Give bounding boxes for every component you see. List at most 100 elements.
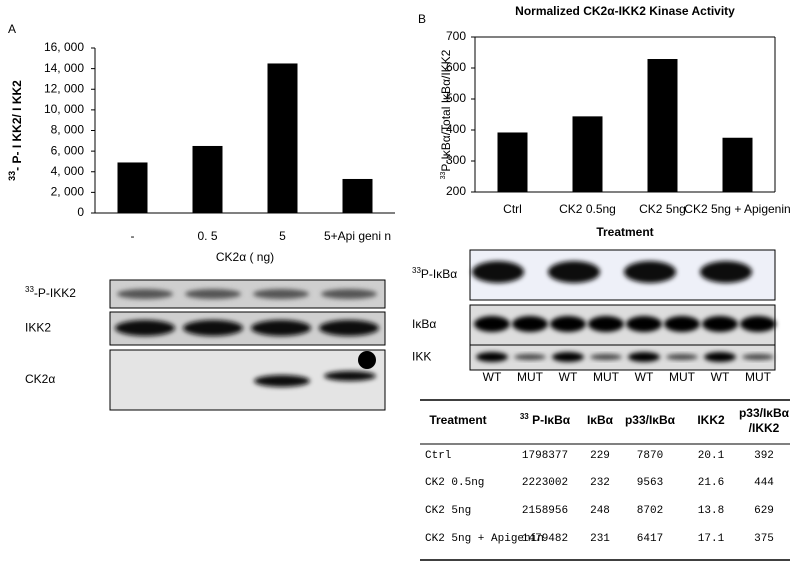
superscript: 33	[25, 285, 34, 294]
superscript: 33	[520, 412, 529, 421]
bar	[267, 63, 298, 213]
band	[474, 316, 510, 332]
table-cell: 9563	[637, 477, 663, 489]
x-axis-label: CK2α ( ng)	[216, 250, 274, 264]
band	[552, 352, 584, 362]
x-axis-label: Treatment	[596, 225, 653, 239]
table-cell: 2223002	[522, 477, 568, 489]
band	[254, 375, 310, 387]
band	[319, 320, 379, 336]
table-row-label: Ctrl	[425, 450, 451, 462]
y-tick-label: 200	[446, 184, 466, 198]
y-tick-label: 300	[446, 153, 466, 167]
bar	[647, 59, 678, 193]
blot-label: IκBα	[412, 317, 436, 331]
x-tick-label: CK2 5ng	[639, 202, 686, 216]
band	[704, 352, 736, 362]
table-cell: 17.1	[698, 533, 725, 545]
table-cell: 1798377	[522, 450, 568, 462]
table-cell: 231	[590, 533, 610, 545]
table-cell: 1479482	[522, 533, 568, 545]
lane-label: WT	[559, 370, 578, 384]
band	[183, 320, 243, 336]
x-tick-label: 0. 5	[197, 229, 217, 243]
superscript: 33	[440, 171, 447, 179]
blot-label: IKK2	[25, 321, 51, 335]
band	[253, 289, 309, 299]
table-cell: 2158956	[522, 505, 568, 517]
label-text: P-IκBα	[421, 267, 457, 281]
table-row-label: CK2 0.5ng	[425, 477, 484, 489]
band	[476, 352, 508, 362]
superscript: 33	[412, 266, 421, 275]
lane-label: MUT	[669, 370, 696, 384]
band	[117, 289, 173, 299]
band	[740, 316, 776, 332]
x-tick-label: Ctrl	[503, 202, 522, 216]
y-tick-label: 600	[446, 60, 466, 74]
table-cell: 21.6	[698, 477, 724, 489]
y-tick-label: 0	[77, 205, 84, 219]
table-header: /IKK2	[749, 421, 780, 435]
band	[624, 261, 676, 283]
table-cell: 20.1	[698, 450, 725, 462]
x-tick-label: 5	[279, 229, 286, 243]
y-axis-label: 33P-IκBα/Total IκBα/IKK2	[439, 49, 453, 179]
table-cell: 375	[754, 533, 774, 545]
band	[550, 316, 586, 332]
y-tick-label: 8, 000	[51, 123, 85, 137]
lane-label: WT	[635, 370, 654, 384]
band	[185, 289, 241, 299]
blot-label: CK2α	[25, 372, 55, 386]
y-tick-label: 700	[446, 29, 466, 43]
bar	[572, 116, 603, 192]
table-header: p33/IκBα	[625, 413, 676, 427]
y-tick-label: 12, 000	[44, 81, 84, 95]
lane-label: WT	[483, 370, 502, 384]
superscript: 33	[7, 171, 17, 181]
band	[324, 371, 376, 381]
bar	[117, 162, 148, 213]
bar	[342, 178, 373, 213]
label-text: IKK2	[25, 321, 51, 335]
table-cell: 392	[754, 450, 774, 462]
label-text: -P-IKK2	[34, 286, 76, 300]
y-tick-label: 10, 000	[44, 102, 84, 116]
label-text: IKK	[412, 350, 431, 364]
y-tick-label: 4, 000	[51, 164, 85, 178]
blot-label: IKK	[412, 350, 431, 364]
blot-label: 33-P-IKK2	[25, 285, 76, 301]
band	[628, 352, 660, 362]
bar	[497, 132, 528, 192]
table-cell: 248	[590, 505, 610, 517]
band	[742, 354, 774, 360]
lane-label: MUT	[593, 370, 620, 384]
table-header: p33/IκBα	[739, 406, 790, 420]
band	[666, 354, 698, 360]
y-tick-label: 500	[446, 91, 466, 105]
table-cell: 232	[590, 477, 610, 489]
table-row-label: CK2 5ng	[425, 505, 471, 517]
band	[115, 320, 175, 336]
chart-title: Normalized CK2α-IKK2 Kinase Activity	[515, 4, 735, 18]
band	[358, 351, 376, 369]
y-tick-label: 14, 000	[44, 61, 84, 75]
table-cell: 629	[754, 505, 774, 517]
table-cell: 8702	[637, 505, 663, 517]
band	[512, 316, 548, 332]
table-cell: 229	[590, 450, 610, 462]
panel-label: A	[8, 22, 16, 36]
label-text: IκBα	[412, 317, 436, 331]
x-tick-label: CK2 0.5ng	[559, 202, 616, 216]
band	[321, 289, 377, 299]
y-axis-label: 33- P- I KK2/ I KK2	[7, 80, 24, 181]
band	[702, 316, 738, 332]
label-text: P-IκBα/Total IκBα/IKK2	[439, 49, 453, 171]
table-header: Treatment	[429, 413, 486, 427]
band	[664, 316, 700, 332]
band	[588, 316, 624, 332]
band	[472, 261, 524, 283]
lane-label: MUT	[517, 370, 544, 384]
label-text: P-IκBα	[529, 413, 571, 427]
